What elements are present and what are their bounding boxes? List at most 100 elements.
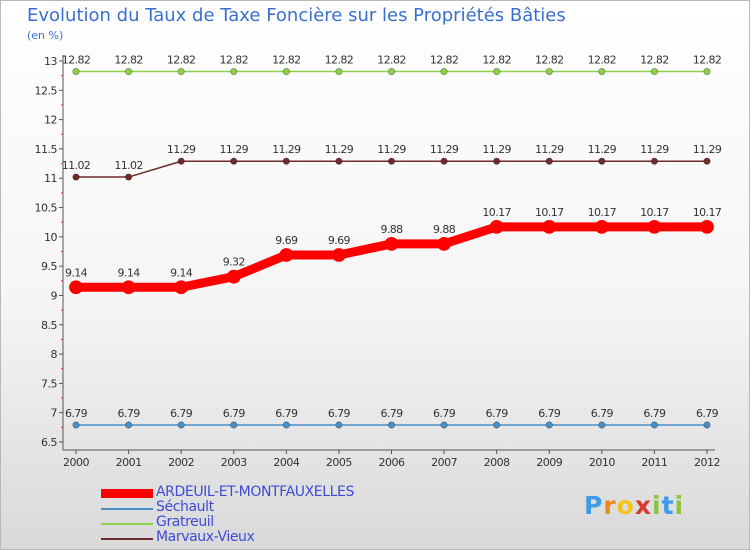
data-point — [545, 67, 553, 76]
y-tick-label: 10.5 — [35, 202, 58, 215]
x-tick-label: 2012 — [694, 456, 720, 469]
data-label: 6.79 — [380, 407, 403, 420]
data-point — [594, 219, 609, 234]
y-tick-label: 9.5 — [41, 260, 57, 273]
data-point — [387, 421, 396, 429]
logo-letter: r — [603, 491, 617, 520]
data-point — [282, 421, 290, 429]
data-label: 11.29 — [482, 143, 511, 156]
data-label: 12.82 — [535, 54, 564, 67]
y-tick-label: 11 — [44, 172, 57, 185]
data-label: 12.82 — [640, 54, 669, 67]
data-label: 12.82 — [693, 54, 722, 67]
logo-letter: o — [616, 491, 635, 520]
data-label: 9.14 — [170, 266, 193, 279]
data-point — [542, 219, 557, 234]
data-label: 6.79 — [486, 407, 509, 420]
y-tick-label: 7 — [51, 407, 58, 420]
data-point — [332, 248, 346, 262]
data-point — [230, 157, 238, 165]
y-tick-label: 10 — [44, 231, 57, 244]
data-label: 12.82 — [167, 54, 196, 67]
y-tick-label: 8.5 — [41, 319, 57, 332]
data-label: 11.29 — [377, 143, 406, 156]
data-label: 6.79 — [170, 407, 193, 420]
legend-item-marvaux: Marvaux-Vieux — [101, 529, 401, 546]
data-label: 11.29 — [535, 143, 564, 156]
data-label: 11.29 — [588, 143, 617, 156]
legend-swatch-gratreuil — [101, 523, 153, 525]
data-label: 11.29 — [430, 143, 459, 156]
data-label: 9.32 — [223, 256, 245, 269]
x-tick-label: 2010 — [589, 456, 615, 469]
legend-swatch-marvaux — [101, 538, 153, 540]
data-point — [493, 421, 501, 429]
proxiti-logo: Proxiti — [584, 491, 684, 520]
legend-label-gratreuil: Gratreuil — [156, 514, 214, 530]
legend-item-ardeuil: ARDEUIL-ET-MONTFAUXELLES — [101, 484, 401, 501]
legend-label-sechault: Séchault — [156, 499, 214, 515]
data-point — [124, 67, 133, 76]
data-label: 6.79 — [328, 407, 351, 420]
data-label: 6.79 — [65, 407, 88, 420]
x-tick-label: 2003 — [221, 456, 247, 469]
data-point — [177, 157, 185, 165]
data-label: 12.82 — [62, 54, 91, 67]
data-point — [72, 173, 80, 181]
data-point — [489, 219, 504, 234]
chart-unit-label: (en %) — [27, 29, 64, 42]
data-point — [598, 421, 606, 429]
data-point — [335, 421, 343, 429]
data-point — [650, 67, 659, 76]
data-point — [440, 67, 448, 76]
logo-letter: t — [661, 491, 675, 520]
data-label: 12.82 — [114, 54, 143, 67]
logo-letter: i — [674, 491, 685, 520]
data-label: 6.79 — [118, 407, 141, 420]
data-point — [335, 67, 343, 76]
data-label: 6.79 — [591, 407, 614, 420]
data-label: 11.29 — [325, 143, 354, 156]
data-label: 6.79 — [433, 407, 456, 420]
data-point — [703, 421, 711, 429]
x-tick-label: 2009 — [536, 456, 562, 469]
y-tick-label: 8 — [51, 348, 58, 361]
data-label: 12.82 — [588, 54, 617, 67]
x-tick-label: 2006 — [379, 456, 405, 469]
legend-swatch-ardeuil — [101, 489, 153, 498]
data-label: 11.02 — [62, 159, 91, 172]
data-label: 10.17 — [535, 206, 564, 219]
data-point — [72, 421, 80, 429]
data-point — [437, 236, 451, 251]
data-point — [545, 157, 553, 165]
legend-swatch-sechault — [101, 508, 153, 510]
logo-letter: i — [652, 491, 662, 520]
data-point — [282, 157, 290, 165]
data-point — [226, 269, 241, 284]
x-tick-label: 2005 — [326, 456, 352, 469]
data-point — [598, 67, 606, 76]
y-tick-label: 9 — [51, 289, 58, 302]
data-label: 6.79 — [643, 407, 666, 420]
legend-label-ardeuil: ARDEUIL-ET-MONTFAUXELLES — [156, 484, 354, 500]
data-point — [384, 236, 399, 251]
data-point — [230, 421, 238, 429]
y-tick-label: 6.5 — [41, 436, 57, 449]
data-label: 9.69 — [328, 234, 351, 247]
data-label: 11.29 — [693, 143, 722, 156]
data-label: 12.82 — [220, 54, 249, 67]
y-tick-label: 12 — [44, 114, 57, 127]
data-label: 6.79 — [223, 407, 246, 420]
data-label: 9.88 — [433, 223, 456, 236]
legend: ARDEUIL-ET-MONTFAUXELLES Séchault Gratre… — [101, 484, 401, 546]
data-point — [174, 280, 189, 295]
data-label: 11.29 — [220, 143, 249, 156]
data-point — [124, 173, 133, 181]
data-point — [650, 421, 659, 429]
data-point — [440, 421, 448, 429]
data-point — [440, 157, 448, 165]
data-point — [647, 219, 662, 234]
data-point — [69, 280, 83, 295]
